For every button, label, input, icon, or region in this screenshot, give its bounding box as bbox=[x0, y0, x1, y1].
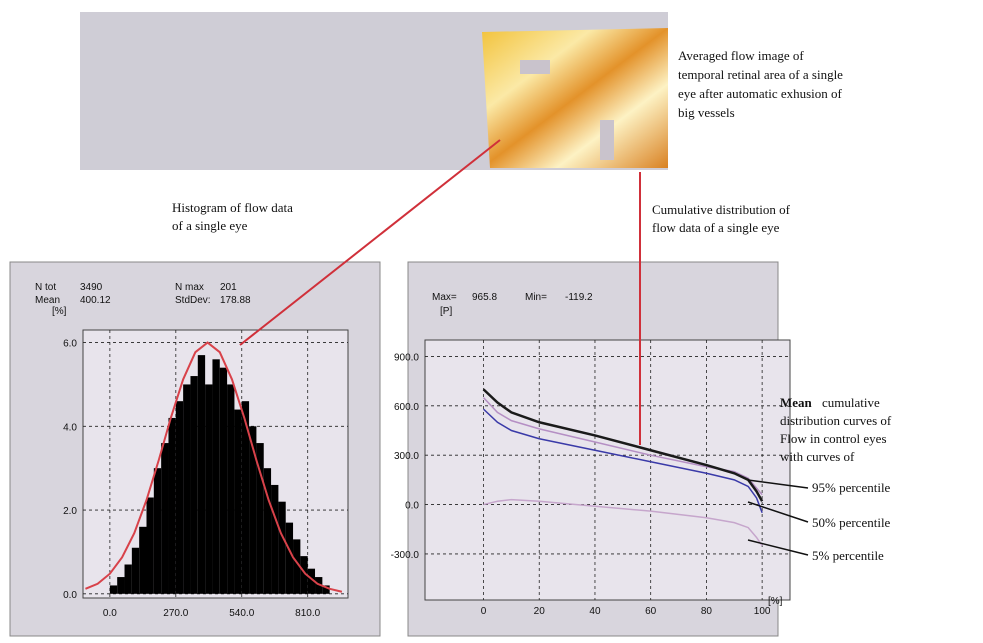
y-tick-label: 6.0 bbox=[63, 339, 77, 350]
caption-line: of a single eye bbox=[172, 218, 248, 233]
bar bbox=[190, 376, 197, 594]
stat-value: -119.2 bbox=[565, 292, 593, 303]
bar bbox=[161, 443, 168, 594]
bar bbox=[125, 565, 132, 594]
stat-value: 178.88 bbox=[220, 295, 251, 306]
x-tick-label: 80 bbox=[701, 606, 713, 617]
caption-line: flow data of a single eye bbox=[652, 220, 780, 235]
x-tick-label: 100 bbox=[754, 606, 771, 617]
bar bbox=[154, 468, 161, 594]
bar bbox=[234, 410, 241, 594]
y-tick-label: 4.0 bbox=[63, 422, 77, 433]
bar bbox=[198, 355, 205, 594]
bar bbox=[205, 384, 212, 593]
bar bbox=[168, 418, 175, 594]
y-axis-label: [%] bbox=[52, 306, 67, 317]
bar bbox=[278, 502, 285, 594]
bar bbox=[286, 523, 293, 594]
stat-label: N tot bbox=[35, 282, 56, 293]
y-tick-label: 0.0 bbox=[405, 501, 419, 512]
y-axis-label: [P] bbox=[440, 306, 452, 317]
stat-label: Min= bbox=[525, 292, 547, 303]
x-tick-label: 40 bbox=[589, 606, 601, 617]
stat-value: 400.12 bbox=[80, 295, 111, 306]
caption-line: Histogram of flow data bbox=[172, 200, 293, 215]
x-tick-label: 60 bbox=[645, 606, 657, 617]
caption-line: distribution curves of bbox=[780, 413, 892, 428]
percentile-label: 50% percentile bbox=[812, 515, 891, 530]
bar bbox=[139, 527, 146, 594]
stat-value: 3490 bbox=[80, 282, 103, 293]
x-tick-label: 270.0 bbox=[163, 608, 188, 619]
y-tick-label: 600.0 bbox=[394, 402, 419, 413]
stat-label: StdDev: bbox=[175, 295, 211, 306]
stat-label: Mean bbox=[35, 295, 60, 306]
caption-line: temporal retinal area of a single bbox=[678, 67, 843, 82]
y-tick-label: 900.0 bbox=[394, 352, 419, 363]
bar bbox=[183, 384, 190, 593]
caption-line: Flow in control eyes bbox=[780, 431, 887, 446]
x-tick-label: 0.0 bbox=[103, 608, 117, 619]
bar bbox=[220, 368, 227, 594]
caption-line: with curves of bbox=[780, 449, 855, 464]
bar bbox=[110, 585, 117, 593]
bar bbox=[147, 498, 154, 594]
vessel-gap bbox=[520, 60, 550, 74]
plot-area bbox=[425, 340, 790, 600]
stat-label: Max= bbox=[432, 292, 457, 303]
bar bbox=[117, 577, 124, 594]
percentile-label: 95% percentile bbox=[812, 480, 891, 495]
caption-bold: Mean bbox=[780, 395, 813, 410]
y-tick-label: 0.0 bbox=[63, 590, 77, 601]
x-tick-label: 20 bbox=[534, 606, 546, 617]
retinal-image bbox=[482, 28, 668, 168]
caption-line: eye after automatic exhusion of bbox=[678, 86, 843, 101]
bar bbox=[271, 485, 278, 594]
bar bbox=[176, 401, 183, 594]
bar bbox=[249, 426, 256, 594]
caption-line: cumulative bbox=[822, 395, 880, 410]
caption-line: Averaged flow image of bbox=[678, 48, 804, 63]
x-tick-label: 0 bbox=[481, 606, 487, 617]
x-tick-label: 810.0 bbox=[295, 608, 320, 619]
y-tick-label: 2.0 bbox=[63, 506, 77, 517]
percentile-label: 5% percentile bbox=[812, 548, 884, 563]
x-tick-label: 540.0 bbox=[229, 608, 254, 619]
stat-value: 201 bbox=[220, 282, 237, 293]
bar bbox=[212, 359, 219, 594]
y-tick-label: -300.0 bbox=[391, 550, 420, 561]
caption-line: big vessels bbox=[678, 105, 735, 120]
caption-line: Cumulative distribution of bbox=[652, 202, 791, 217]
figure: N tot 3490 N max 201 Mean 400.12 StdDev: 178.88… bbox=[0, 0, 983, 643]
vessel-gap bbox=[600, 120, 614, 160]
bar bbox=[227, 384, 234, 593]
y-tick-label: 300.0 bbox=[394, 451, 419, 462]
stat-value: 965.8 bbox=[472, 292, 497, 303]
stat-label: N max bbox=[175, 282, 204, 293]
bar bbox=[132, 548, 139, 594]
